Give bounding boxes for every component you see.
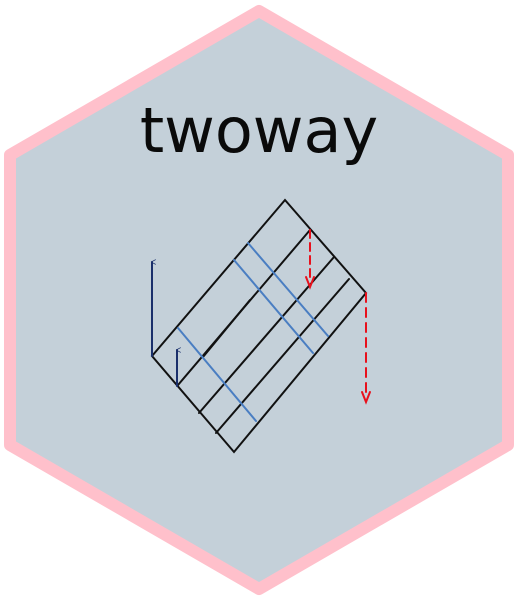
matrix-row-line [202, 299, 251, 358]
logo-title: twoway [140, 94, 378, 167]
sweep-line [233, 259, 314, 354]
sweep-line [177, 327, 257, 422]
matrix-diagram [150, 198, 371, 454]
hex-background [4, 5, 514, 595]
sweep-line [247, 242, 329, 337]
matrix-row-line [215, 278, 350, 434]
arrowhead [305, 276, 315, 290]
arrowhead [361, 391, 371, 405]
